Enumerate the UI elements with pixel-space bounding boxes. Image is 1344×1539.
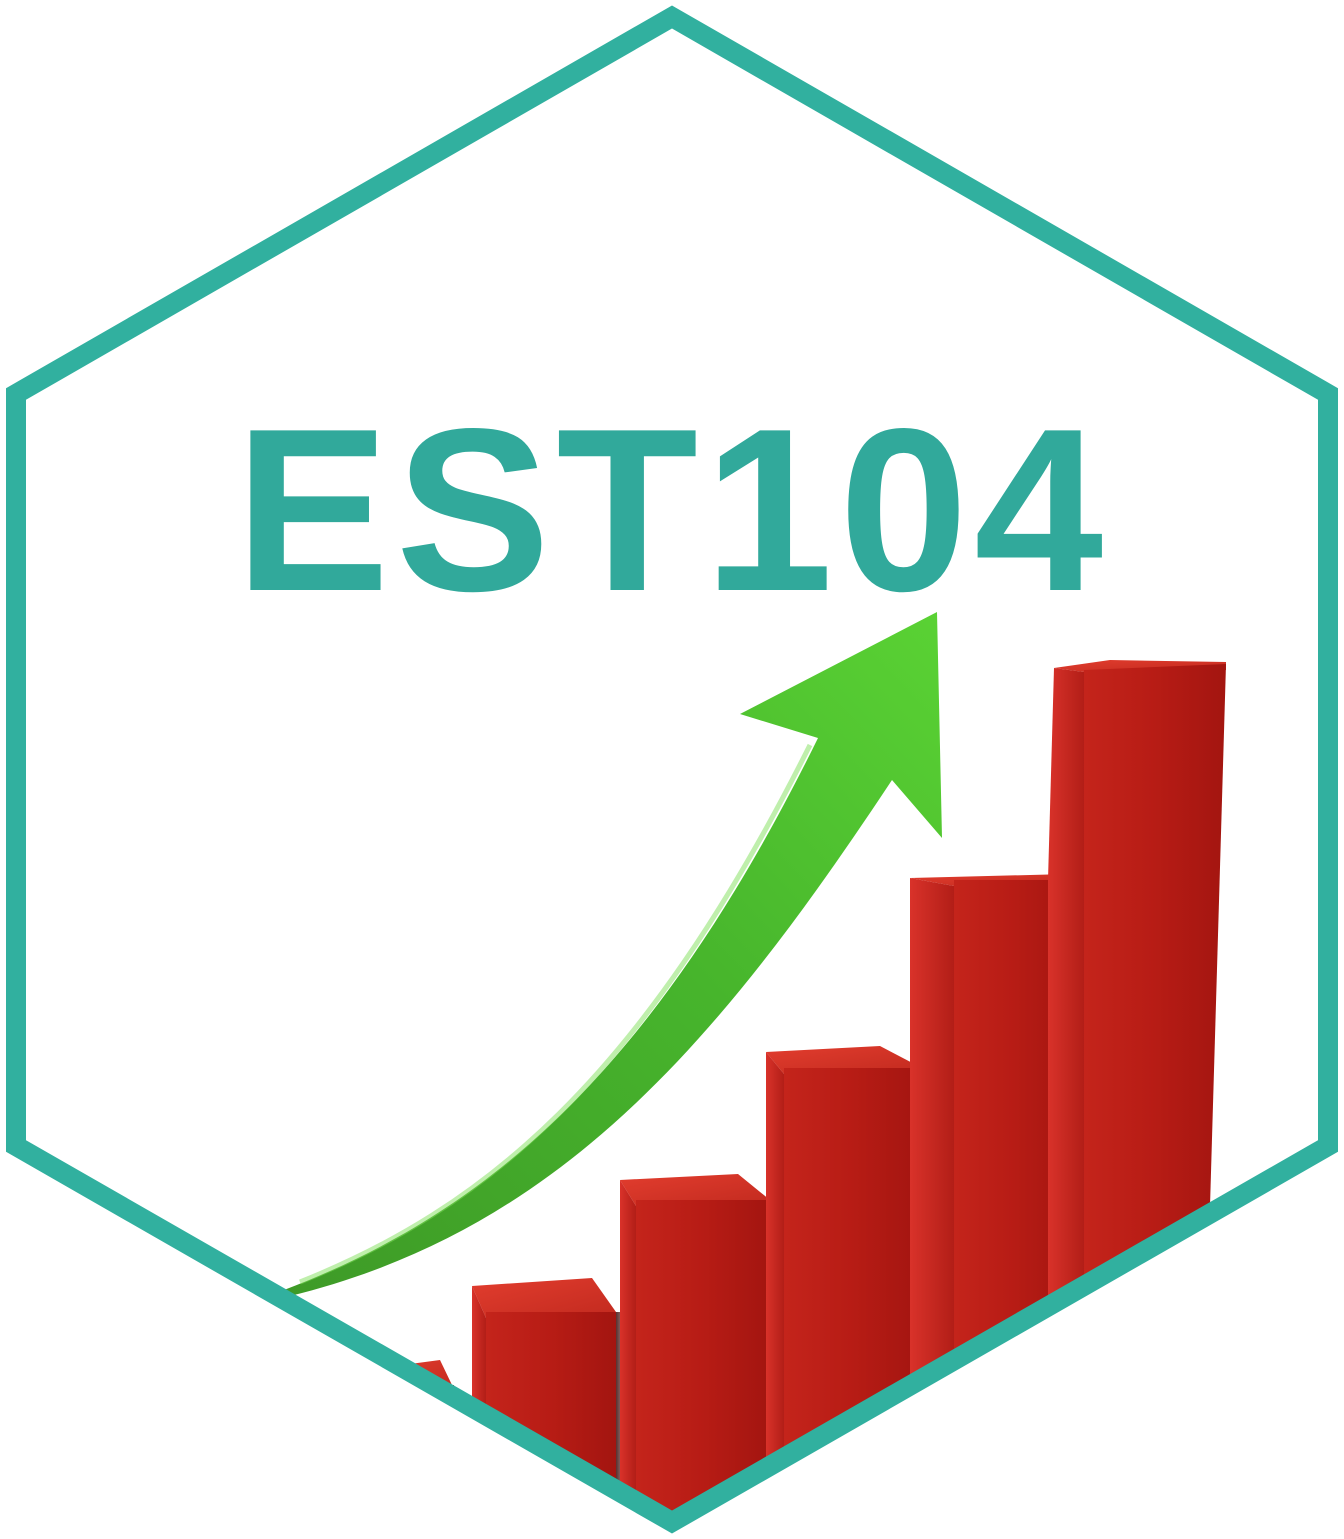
sticker-title: EST104 xyxy=(235,381,1109,640)
bar-icon xyxy=(472,1278,636,1522)
hex-border xyxy=(5,5,1338,1534)
rising-arrow-icon xyxy=(284,612,942,1296)
bar-icon xyxy=(1048,660,1226,1522)
